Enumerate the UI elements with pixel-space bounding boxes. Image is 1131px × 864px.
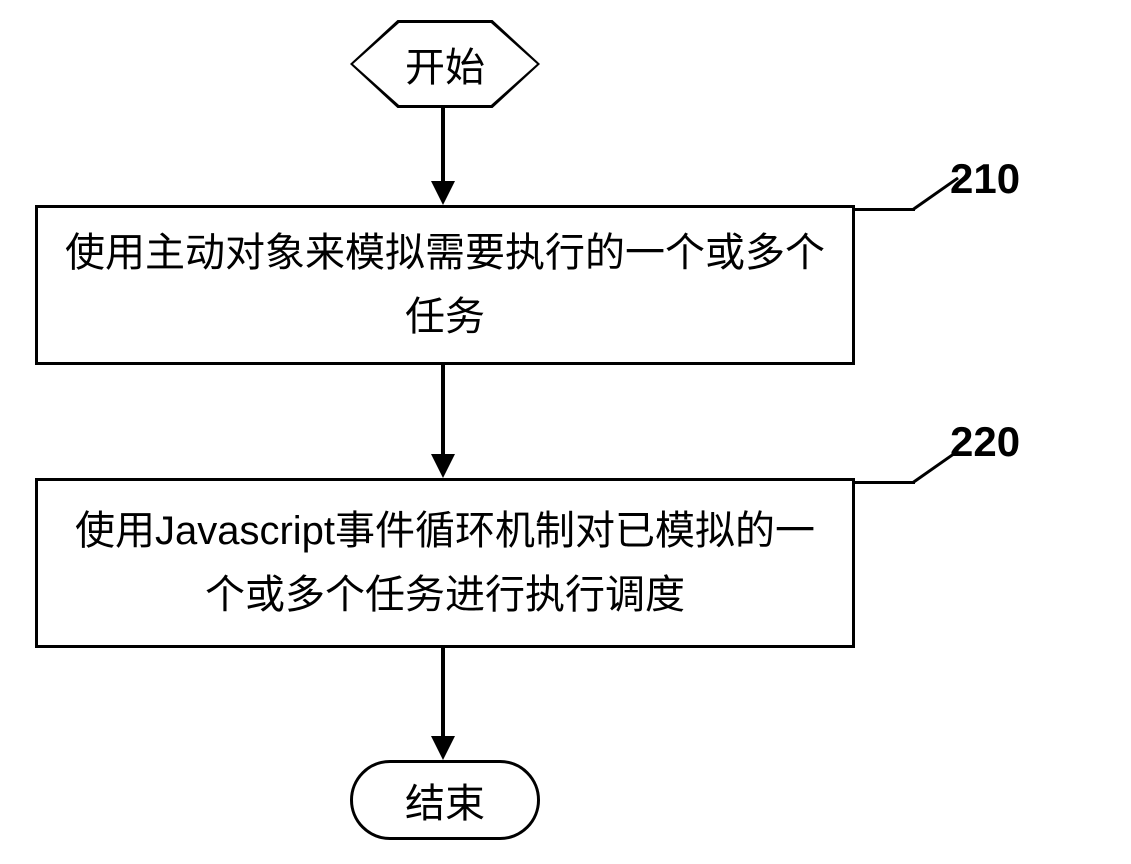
step-220-text: 使用Javascript事件循环机制对已模拟的一个或多个任务进行执行调度 <box>58 499 832 627</box>
arrow-head-210-to-220 <box>431 454 455 478</box>
end-node-text: 结束 <box>405 771 485 829</box>
label-220: 220 <box>950 418 1020 466</box>
arrow-210-to-220 <box>441 365 445 454</box>
label-210: 210 <box>950 155 1020 203</box>
start-node-text: 开始 <box>405 35 485 93</box>
step-210-box: 使用主动对象来模拟需要执行的一个或多个任务 <box>35 205 855 365</box>
step-210-text: 使用主动对象来模拟需要执行的一个或多个任务 <box>58 221 832 349</box>
leader-220-h <box>855 481 915 484</box>
flowchart-canvas: 开始 使用主动对象来模拟需要执行的一个或多个任务 210 使用Javascrip… <box>0 0 1131 864</box>
arrow-head-start-to-210 <box>431 181 455 205</box>
arrow-220-to-end <box>441 648 445 736</box>
start-node: 开始 <box>353 23 537 105</box>
leader-210-h <box>855 208 915 211</box>
step-220-box: 使用Javascript事件循环机制对已模拟的一个或多个任务进行执行调度 <box>35 478 855 648</box>
end-node: 结束 <box>350 760 540 840</box>
arrow-head-220-to-end <box>431 736 455 760</box>
arrow-start-to-210 <box>441 108 445 181</box>
